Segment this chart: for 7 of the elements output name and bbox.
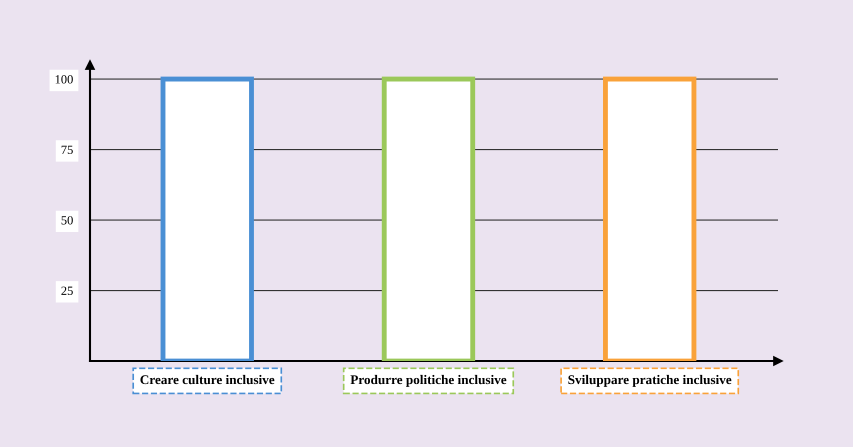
x-tick-label: Sviluppare pratiche inclusive xyxy=(568,374,732,387)
y-tick-label: 100 xyxy=(56,75,73,84)
y-tick-label: 25 xyxy=(61,286,73,295)
y-tick-label: 50 xyxy=(62,216,73,225)
y-tick-label: 75 xyxy=(62,146,73,154)
x-tick-label: Creare culture inclusive xyxy=(140,374,274,384)
x-tick-label: Produrre politiche inclusive xyxy=(350,374,506,387)
